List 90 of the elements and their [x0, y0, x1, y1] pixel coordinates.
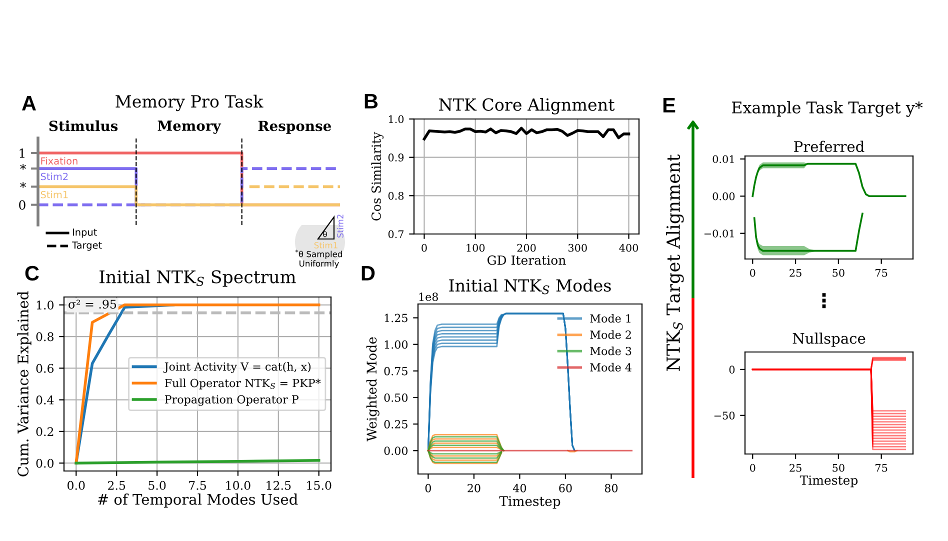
text: B [364, 94, 378, 108]
x-tick-label: 75 [876, 464, 888, 472]
x-tick-label: 25 [790, 268, 802, 277]
text: NTK$_{S}$ Target Alignment [666, 154, 684, 371]
text: Target [72, 242, 102, 251]
x-tick-label: 80 [604, 484, 618, 492]
y-tick-label: 0 [729, 366, 735, 374]
y-tick-label: 1.0 [388, 115, 404, 124]
y-axis-title: Weighted Mode [366, 337, 380, 442]
text: C [25, 266, 39, 281]
series-label: Stim1 [40, 190, 68, 198]
y-tick-label: 1.25 [384, 314, 408, 322]
y-axis-title: Cum. Variance Explained [17, 291, 32, 476]
x-tick-label: 75 [876, 269, 888, 277]
y-axis-title: Cos Similarity [371, 132, 384, 220]
y-tick-label: 1 [20, 148, 24, 158]
x-tick-label: 0 [422, 244, 427, 252]
text: Stim1 [314, 242, 338, 248]
legend-label: Mode 3 [590, 346, 632, 356]
x-tick-label: 15.0 [307, 480, 332, 490]
legend-label: Propagation Operator P [164, 395, 298, 406]
x-tick-label: 50 [832, 268, 844, 277]
y-tick-label: 0.01 [712, 155, 734, 164]
x-tick-label: 400 [619, 244, 638, 252]
x-tick-label: 200 [517, 244, 536, 252]
y-tick-label: 1.0 [36, 300, 54, 310]
y-tick-label: 0.8 [388, 192, 404, 200]
x-tick-label: 2.5 [108, 480, 126, 490]
x-tick-label: 300 [568, 244, 587, 252]
text: E [663, 98, 676, 112]
chart-title: Preferred [794, 140, 864, 152]
y-tick-label: 0.00 [384, 446, 408, 456]
x-axis-title: # of Temporal Modes Used [98, 494, 298, 508]
y-tick-label: −50 [714, 412, 735, 420]
x-tick-label: 12.5 [266, 480, 291, 490]
x-tick-label: 10.0 [226, 480, 250, 490]
x-tick-label: 50 [832, 464, 844, 472]
y-tick-label: * [20, 164, 26, 170]
y-tick-label: * [20, 182, 26, 188]
x-tick-label: 25 [790, 464, 802, 472]
y-tick-label: 0.2 [36, 427, 54, 436]
text: Input [72, 228, 97, 238]
y-tick-label: 0.8 [36, 332, 54, 342]
y-tick-label: 0.6 [36, 364, 54, 373]
text: 1e8 [419, 292, 438, 301]
text: A [22, 96, 36, 110]
legend-label: Full Operator NTK$_{S}$ = PKP* [164, 378, 321, 390]
y-tick-label: 0.00 [712, 192, 735, 200]
text: $^{*}$θ Sampled Uniformly [295, 250, 342, 268]
text: ⋮ [822, 293, 826, 308]
x-tick-label: 5.0 [148, 480, 166, 490]
x-tick-label: Response [258, 120, 332, 134]
y-tick-label: 0.9 [388, 154, 404, 162]
text: Example Task Target y* [732, 101, 923, 117]
legend-label: Mode 1 [590, 314, 630, 323]
x-tick-label: 60 [559, 484, 572, 492]
y-tick-label: 0.4 [36, 396, 54, 404]
x-tick-label: 100 [466, 244, 485, 252]
series-label: Fixation [41, 157, 78, 165]
x-tick-label: 0 [750, 268, 756, 277]
chart-title: Nullspace [792, 332, 866, 347]
chart-title: NTK Core Alignment [439, 98, 615, 114]
y-tick-label: 0.7 [388, 230, 404, 238]
text: D [362, 266, 375, 280]
y-tick-label: 1.00 [384, 340, 408, 349]
y-tick-label: 0.75 [384, 366, 408, 376]
x-tick-label: 0 [750, 464, 756, 472]
x-axis-title: Timestep [800, 475, 858, 488]
x-tick-label: 0 [425, 484, 431, 492]
legend-label: Mode 2 [590, 330, 631, 339]
annotation: Stim2 [336, 214, 344, 238]
y-tick-label: 0 [19, 200, 26, 210]
y-tick-label: −0.01 [704, 230, 734, 238]
legend-label: Joint Activity V = cat(h, x) [163, 362, 311, 374]
series-label: Stim2 [40, 172, 68, 180]
x-axis-title: GD Iteration [488, 255, 566, 265]
chart-title: Initial NTK$_{S}$ Spectrum [100, 270, 296, 287]
x-axis-title: Timestep [499, 496, 560, 509]
ref-line-label: σ² = .95 [68, 300, 116, 309]
legend-label: Mode 4 [590, 362, 632, 372]
chart-title: Initial NTK$_{S}$ Modes [449, 278, 611, 294]
x-tick-label: Memory [158, 120, 222, 134]
x-tick-label: 40 [512, 484, 526, 492]
x-tick-label: 20 [468, 484, 480, 492]
x-tick-label: 0.0 [68, 480, 85, 490]
x-tick-label: 7.5 [189, 481, 206, 490]
y-tick-label: 0.50 [384, 393, 408, 402]
x-tick-label: Stimulus [49, 120, 118, 132]
y-tick-label: 0.25 [384, 420, 408, 428]
chart-title: Memory Pro Task [116, 94, 264, 112]
